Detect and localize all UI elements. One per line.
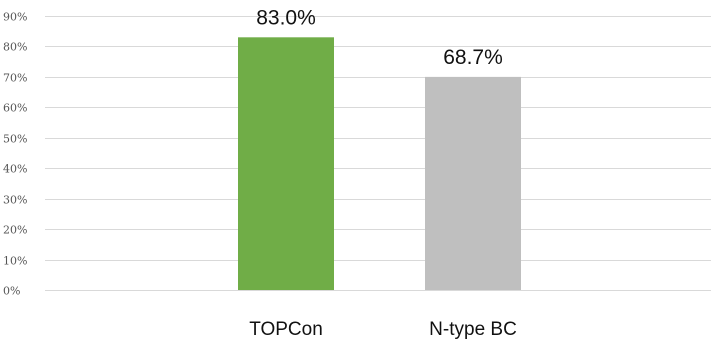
y-tick-label-0: 0% bbox=[3, 285, 20, 298]
y-tick-label-8: 80% bbox=[3, 41, 27, 54]
bar-1 bbox=[425, 76, 521, 290]
bars bbox=[238, 37, 521, 290]
category-label-0: TOPCon bbox=[249, 319, 323, 340]
y-tick-label-6: 60% bbox=[3, 102, 27, 115]
y-tick-label-4: 40% bbox=[3, 163, 27, 176]
data-label-0: 83.0% bbox=[256, 6, 316, 29]
y-tick-label-3: 30% bbox=[3, 194, 27, 207]
gridlines bbox=[45, 16, 711, 291]
y-axis-tick-labels: 0% 10% 20% 30% 40% 50% 60% 70% 80% 90% bbox=[3, 11, 27, 298]
y-tick-label-9: 90% bbox=[3, 11, 27, 24]
y-tick-label-2: 20% bbox=[3, 224, 27, 237]
y-tick-label-7: 70% bbox=[3, 72, 27, 85]
category-label-1: N-type BC bbox=[429, 319, 517, 340]
data-labels: 83.0% 68.7% bbox=[256, 6, 503, 69]
y-tick-label-5: 50% bbox=[3, 133, 27, 146]
category-labels: TOPCon N-type BC bbox=[249, 319, 517, 340]
y-tick-label-1: 10% bbox=[3, 255, 27, 268]
bar-0 bbox=[238, 37, 334, 290]
data-label-1: 68.7% bbox=[443, 46, 503, 69]
